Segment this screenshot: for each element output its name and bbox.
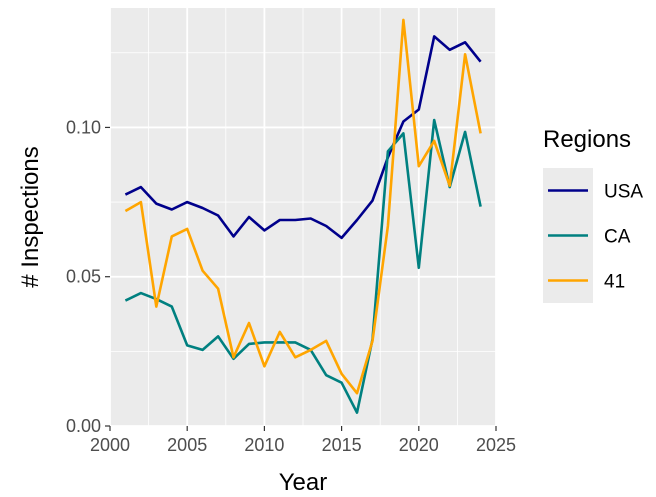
y-tick-label: 0.00: [66, 416, 101, 436]
y-tick-label: 0.10: [66, 117, 101, 137]
x-tick-label: 2005: [167, 435, 207, 455]
y-tick-label: 0.05: [66, 267, 101, 287]
y-axis-ticks: 0.00 0.05 0.10: [66, 117, 110, 436]
legend: Regions USA CA 41: [543, 126, 643, 303]
x-axis-title: Year: [279, 469, 328, 496]
legend-label-ca: CA: [604, 227, 631, 248]
x-tick-label: 2010: [244, 435, 284, 455]
x-axis-ticks: 2000 2005 2010 2015 2020 2025: [90, 426, 516, 455]
legend-title: Regions: [543, 126, 631, 153]
legend-label-usa: USA: [604, 182, 643, 203]
y-axis-title: # Inspections: [17, 146, 44, 287]
grid-lines: [109, 8, 497, 427]
x-tick-label: 2015: [322, 435, 362, 455]
series-lines: [124, 18, 482, 414]
series-line-usa: [124, 35, 482, 240]
series-line-ca: [124, 118, 482, 414]
series-line-41: [124, 18, 482, 395]
legend-label-41: 41: [604, 272, 625, 293]
x-tick-label: 2020: [399, 435, 439, 455]
x-tick-label: 2000: [90, 435, 130, 455]
x-tick-label: 2025: [476, 435, 516, 455]
